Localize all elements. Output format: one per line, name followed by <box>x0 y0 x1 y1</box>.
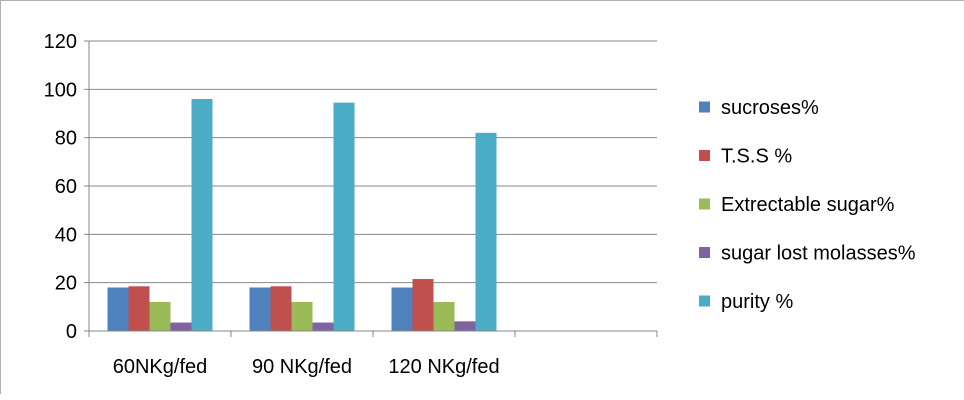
legend-swatch <box>699 150 710 161</box>
legend-label: Extrectable sugar% <box>721 194 895 216</box>
bar-extrectable-sugar-2 <box>291 302 313 331</box>
bar-purity-3 <box>475 132 497 331</box>
legend-swatch <box>699 101 710 113</box>
x-tick-label: 90 NKg/fed <box>252 356 352 378</box>
bar-purity-1 <box>191 99 213 331</box>
y-tick-label: 60 <box>55 176 77 198</box>
x-tick-label: 120 NKg/fed <box>388 356 499 378</box>
y-tick-label: 20 <box>55 273 77 295</box>
legend-swatch <box>699 247 710 258</box>
bar-extrectable-sugar-1 <box>149 302 171 331</box>
bar-sugar-lost-molasses-2 <box>312 322 334 331</box>
gridlines <box>89 40 657 284</box>
y-tick-label: 40 <box>55 224 77 246</box>
legend: sucroses% T.S.S % Extrectable sugar% sugar … <box>699 97 916 313</box>
x-tick-label: 60NKg/fed <box>113 356 208 378</box>
legend-label: sucroses% <box>721 97 819 119</box>
y-axis-ticks: 0 20 40 60 80 100 120 <box>44 31 89 343</box>
bar-sugar-lost-molasses-1 <box>170 322 192 331</box>
y-tick-label: 0 <box>66 321 77 343</box>
legend-label: purity % <box>721 291 793 313</box>
bar-sucroses-3 <box>391 287 413 331</box>
bar-purity-2 <box>333 102 355 331</box>
bar-t-s-s-3 <box>412 279 434 331</box>
bar-extrectable-sugar-3 <box>433 302 455 331</box>
legend-swatch <box>699 295 710 307</box>
bar-sucroses-1 <box>107 287 129 331</box>
x-axis-ticks: 60NKg/fed 90 NKg/fed 120 NKg/fed <box>88 331 658 378</box>
bar-sugar-lost-molasses-3 <box>454 321 476 331</box>
bar-t-s-s-1 <box>128 286 150 331</box>
bar-t-s-s-2 <box>270 286 292 331</box>
y-tick-label: 80 <box>55 128 77 150</box>
legend-swatch <box>699 198 710 210</box>
legend-label: sugar lost molasses% <box>721 243 916 265</box>
legend-label: T.S.S % <box>721 146 792 168</box>
y-tick-label: 120 <box>44 31 77 53</box>
bar-sucroses-2 <box>249 287 271 331</box>
y-tick-label: 100 <box>44 79 77 101</box>
bars <box>107 99 497 331</box>
